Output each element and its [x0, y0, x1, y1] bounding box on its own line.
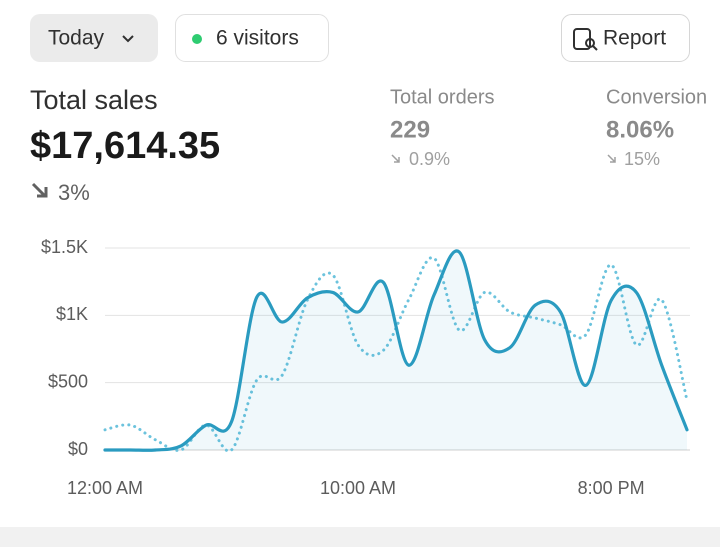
chart: $0 $500 $1K $1.5K 12:00 AM 10:00 AM 8:00 PM	[41, 237, 690, 498]
metric-change: 15%	[624, 149, 660, 169]
visitors-label: 6 visitors	[216, 27, 299, 50]
report-icon	[573, 28, 598, 51]
metric-value: 8.06%	[606, 116, 674, 143]
footer-bar	[0, 527, 720, 547]
x-tick-label: 12:00 AM	[67, 478, 143, 498]
metric-change: 3%	[58, 180, 90, 205]
y-tick-label: $1.5K	[41, 237, 88, 257]
y-tick-label: $1K	[56, 304, 88, 324]
live-dot	[192, 34, 202, 44]
visitors-button[interactable]	[175, 14, 329, 62]
x-tick-label: 10:00 AM	[320, 478, 396, 498]
down-arrow	[31, 182, 48, 198]
chevron-icon	[122, 35, 134, 43]
down-arrow	[391, 154, 400, 163]
metric-label: Total orders	[390, 86, 495, 108]
metric-value: $17,614.35	[30, 125, 220, 167]
report-label: Report	[603, 27, 666, 50]
line	[103, 249, 689, 452]
report-button[interactable]	[561, 14, 690, 62]
y-tick-label: $0	[68, 439, 88, 459]
period-button[interactable]	[30, 14, 158, 62]
line	[103, 256, 689, 453]
down-arrow	[607, 154, 616, 163]
metric-label: Total sales	[30, 85, 158, 115]
y-tick-label: $500	[48, 371, 88, 391]
period-label: Today	[48, 27, 105, 50]
area	[105, 250, 687, 451]
metric-value: 229	[390, 116, 430, 143]
metric-change: 0.9%	[409, 149, 450, 169]
metric-label: Conversion	[606, 86, 707, 108]
x-tick-label: 8:00 PM	[578, 478, 645, 498]
